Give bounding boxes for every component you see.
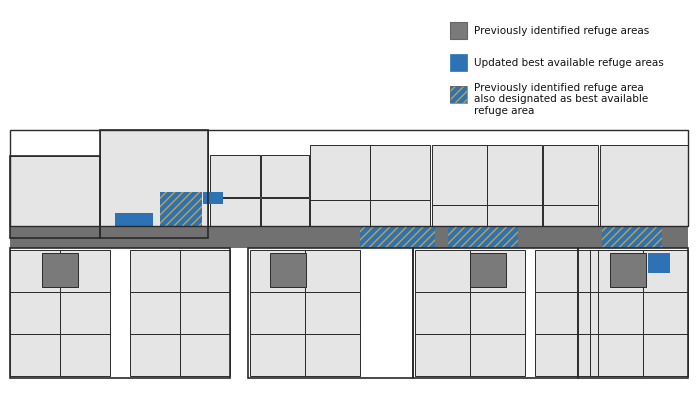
Bar [598, 250, 643, 292]
Bar [248, 248, 413, 378]
Bar [598, 334, 643, 376]
Bar [10, 250, 60, 292]
Bar [10, 292, 60, 334]
Bar [130, 334, 180, 376]
Bar [602, 226, 662, 248]
Bar [600, 145, 688, 226]
Bar [100, 130, 208, 238]
Bar [487, 205, 542, 226]
Bar [130, 292, 180, 334]
Bar [130, 250, 180, 292]
Bar [360, 226, 435, 248]
Bar [470, 250, 525, 292]
Bar [535, 334, 590, 376]
Bar [598, 292, 643, 334]
Bar [450, 86, 467, 103]
Bar [250, 334, 305, 376]
Bar [643, 334, 688, 376]
Bar [543, 205, 598, 226]
Bar [10, 156, 100, 238]
Bar [543, 145, 598, 205]
Bar [305, 250, 360, 292]
Bar [432, 145, 487, 205]
Bar [470, 253, 506, 287]
Bar [305, 334, 360, 376]
Bar [450, 86, 467, 103]
Bar [210, 198, 260, 226]
Bar [180, 250, 230, 292]
Text: Updated best available refuge areas: Updated best available refuge areas [474, 58, 664, 68]
Bar [10, 156, 100, 238]
Bar [310, 145, 370, 200]
Bar [432, 205, 487, 226]
Bar [100, 130, 208, 238]
Bar [535, 292, 590, 334]
Bar [10, 130, 688, 226]
Bar [415, 250, 470, 292]
Bar [180, 292, 230, 334]
Bar [203, 192, 223, 204]
Bar [261, 198, 309, 226]
Bar [10, 248, 230, 378]
Bar [10, 226, 688, 248]
Bar [590, 334, 645, 376]
Bar [450, 22, 467, 39]
Bar [450, 86, 467, 103]
Bar [610, 253, 646, 287]
Bar [590, 292, 645, 334]
Bar [487, 145, 542, 205]
Bar [643, 250, 688, 292]
Bar [470, 292, 525, 334]
Bar [10, 334, 60, 376]
Bar [470, 334, 525, 376]
Bar [160, 192, 202, 226]
Bar [250, 292, 305, 334]
Bar [115, 213, 153, 226]
Bar [180, 334, 230, 376]
Bar [450, 54, 467, 71]
Bar [415, 292, 470, 334]
Text: Previously identified refuge area
also designated as best available
refuge area: Previously identified refuge area also d… [474, 83, 648, 116]
Bar [360, 226, 435, 248]
Bar [250, 250, 305, 292]
Bar [535, 250, 590, 292]
Bar [643, 292, 688, 334]
Bar [210, 155, 260, 197]
Bar [270, 253, 306, 287]
Bar [261, 155, 309, 197]
Bar [60, 334, 110, 376]
Bar [413, 248, 578, 378]
Bar [305, 292, 360, 334]
Text: Previously identified refuge areas: Previously identified refuge areas [474, 26, 649, 36]
Bar [602, 226, 662, 248]
Bar [648, 253, 670, 273]
Bar [60, 250, 110, 292]
Bar [578, 248, 688, 378]
Bar [42, 253, 78, 287]
Bar [370, 145, 430, 200]
Bar [448, 226, 518, 248]
Bar [60, 292, 110, 334]
Bar [590, 250, 645, 292]
Bar [310, 200, 370, 226]
Bar [370, 200, 430, 226]
Bar [448, 226, 518, 248]
Bar [160, 192, 202, 226]
Bar [415, 334, 470, 376]
